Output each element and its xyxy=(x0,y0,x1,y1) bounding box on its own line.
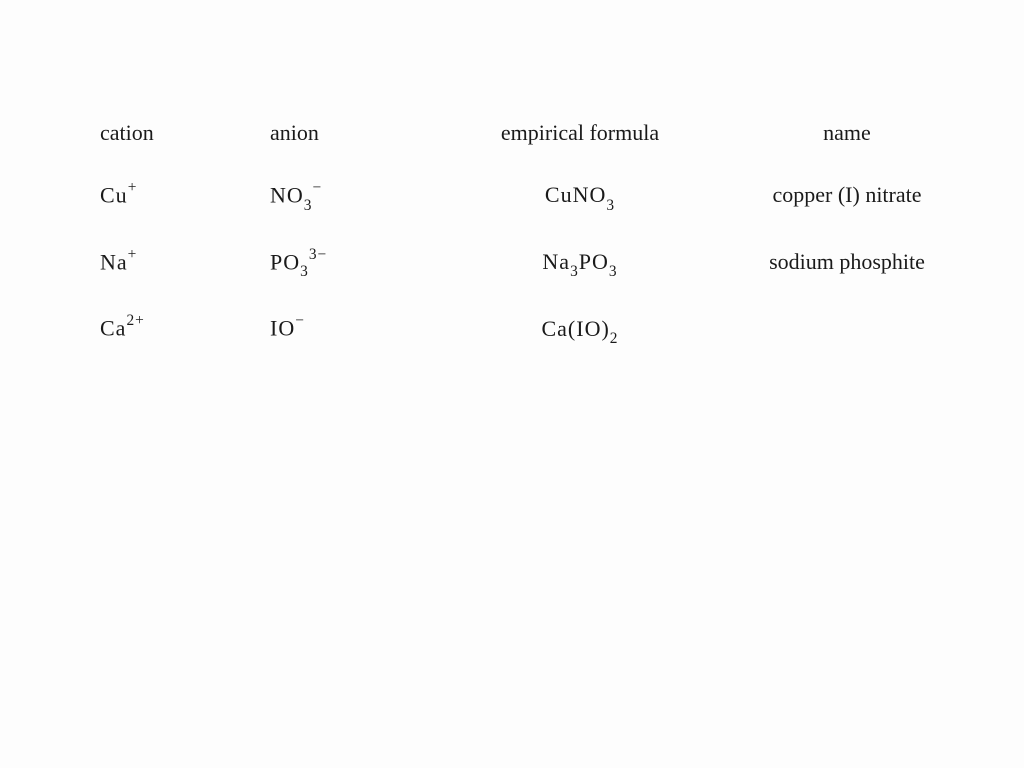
header-row: cation anion empirical formula name xyxy=(100,120,964,146)
anion-sub: 3 xyxy=(304,197,313,214)
anion-charge: 3− xyxy=(309,246,327,263)
cation-base: Na xyxy=(100,249,128,274)
anion-charge: − xyxy=(312,179,322,196)
cation-base: Cu xyxy=(100,182,128,207)
cation-charge: + xyxy=(128,179,138,196)
anion-base: IO xyxy=(270,316,295,341)
cation-cell: Cu+ xyxy=(100,181,270,208)
anion-sub: 3 xyxy=(300,263,309,280)
table-row: Na+ PO33− Na3PO3 sodium phosphite xyxy=(100,248,964,280)
formula-cell: Na3PO3 xyxy=(440,249,710,279)
anion-cell: IO− xyxy=(270,314,440,346)
header-anion: anion xyxy=(270,120,440,146)
formula-cell: Ca(IO)2 xyxy=(440,316,710,346)
table-row: Ca2+ IO− Ca(IO)2 xyxy=(100,314,964,346)
formula-cell: CuNO3 xyxy=(440,182,710,212)
cation-base: Ca xyxy=(100,316,126,341)
name-cell: copper (I) nitrate xyxy=(710,182,964,208)
anion-base: NO xyxy=(270,182,304,207)
cation-cell: Ca2+ xyxy=(100,314,270,341)
cation-charge: + xyxy=(128,246,138,263)
header-name: name xyxy=(710,120,964,146)
anion-charge: − xyxy=(295,312,305,329)
table-row: Cu+ NO3− CuNO3 copper (I) nitrate xyxy=(100,181,964,213)
cation-charge: 2+ xyxy=(126,312,144,329)
chemistry-table: cation anion empirical formula name Cu+ … xyxy=(0,0,1024,346)
anion-cell: NO3− xyxy=(270,181,440,213)
anion-cell: PO33− xyxy=(270,248,440,280)
cation-cell: Na+ xyxy=(100,248,270,275)
header-formula: empirical formula xyxy=(440,120,710,146)
anion-base: PO xyxy=(270,249,300,274)
header-cation: cation xyxy=(100,120,270,146)
name-cell: sodium phosphite xyxy=(710,249,964,275)
